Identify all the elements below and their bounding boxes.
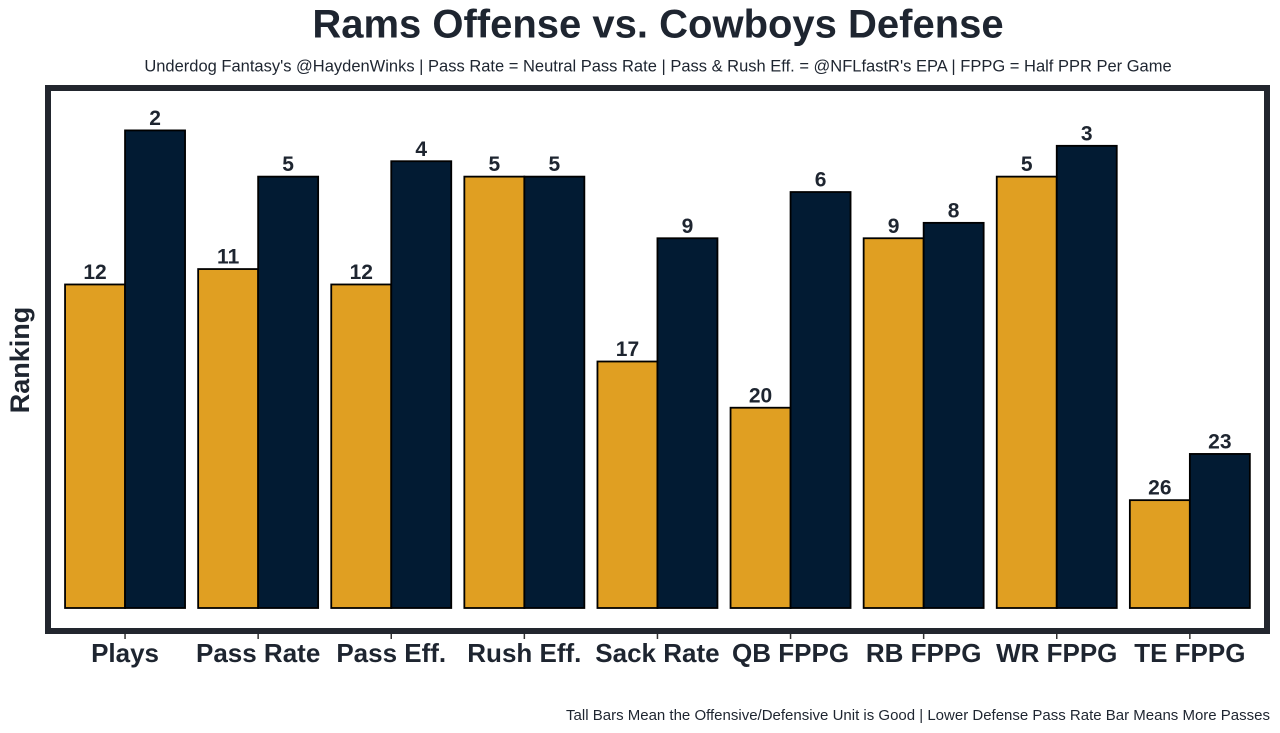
- value-label: 20: [749, 384, 772, 407]
- x-tick-label: Rush Eff.: [467, 638, 581, 668]
- bar: [862, 237, 925, 609]
- bar: [523, 175, 586, 609]
- bar: [922, 221, 985, 609]
- bar: [64, 283, 126, 609]
- x-tick-label: RB FPPG: [866, 638, 982, 668]
- caption: Tall Bars Mean the Offensive/Defensive U…: [566, 707, 1270, 724]
- bar: [729, 406, 792, 609]
- value-label: 5: [549, 153, 561, 176]
- chart-subtitle: Underdog Fantasy's @HaydenWinks | Pass R…: [144, 57, 1171, 75]
- bar: [1128, 499, 1191, 609]
- bar: [995, 175, 1058, 609]
- x-tick-label: QB FPPG: [732, 638, 849, 668]
- value-label: 4: [415, 138, 427, 161]
- value-label: 12: [350, 261, 373, 284]
- bar: [390, 160, 453, 609]
- bar: [789, 191, 852, 609]
- value-label: 8: [948, 199, 960, 222]
- y-axis-label: Ranking: [5, 307, 35, 414]
- value-label: 5: [1021, 153, 1033, 176]
- panel-border: [45, 85, 1270, 634]
- bar: [330, 283, 393, 609]
- bar: [463, 175, 526, 609]
- bar: [124, 129, 186, 609]
- value-label: 12: [83, 261, 106, 284]
- bar: [1188, 453, 1251, 609]
- bar: [596, 360, 659, 609]
- bar: [197, 268, 260, 609]
- value-label: 9: [682, 215, 694, 238]
- value-label: 9: [888, 215, 900, 238]
- bar: [1055, 144, 1118, 609]
- value-label: 2: [149, 107, 161, 130]
- x-tick-label: TE FPPG: [1134, 638, 1245, 668]
- value-label: 3: [1081, 122, 1093, 145]
- value-label: 26: [1148, 477, 1171, 500]
- value-label: 11: [217, 246, 240, 269]
- x-tick-label: Pass Eff.: [336, 638, 446, 668]
- value-label: 5: [282, 153, 294, 176]
- x-tick-label: Plays: [91, 638, 159, 668]
- value-label: 23: [1208, 430, 1231, 453]
- value-label: 5: [489, 153, 501, 176]
- x-tick-label: WR FPPG: [996, 638, 1117, 668]
- x-tick-label: Pass Rate: [196, 638, 320, 668]
- value-label: 17: [616, 338, 639, 361]
- x-tick-label: Sack Rate: [595, 638, 719, 668]
- bar: [656, 237, 719, 609]
- bar: [257, 175, 320, 609]
- value-label: 6: [815, 169, 827, 192]
- chart-title: Rams Offense vs. Cowboys Defense: [312, 3, 1003, 47]
